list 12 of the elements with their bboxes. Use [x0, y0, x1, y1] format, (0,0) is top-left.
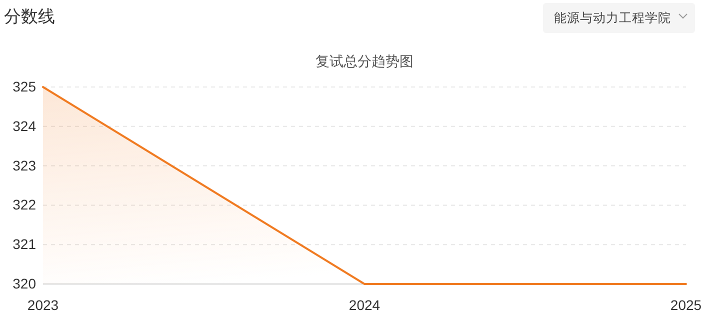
chart-title: 复试总分趋势图 — [316, 54, 414, 70]
text: 能源与动力工程学院 — [554, 10, 671, 25]
y-tick-label: 323 — [12, 157, 36, 174]
x-tick-label: 2023 — [27, 296, 59, 313]
y-tick-label: 325 — [12, 78, 36, 94]
text: 分数线 — [4, 7, 55, 27]
x-tick-label: 2024 — [348, 296, 380, 313]
y-tick-label: 320 — [12, 275, 36, 292]
x-tick-label: 2025 — [670, 296, 702, 313]
y-tick-label: 321 — [12, 236, 36, 252]
y-tick-label: 324 — [12, 118, 36, 134]
y-tick-label: 322 — [12, 196, 36, 213]
